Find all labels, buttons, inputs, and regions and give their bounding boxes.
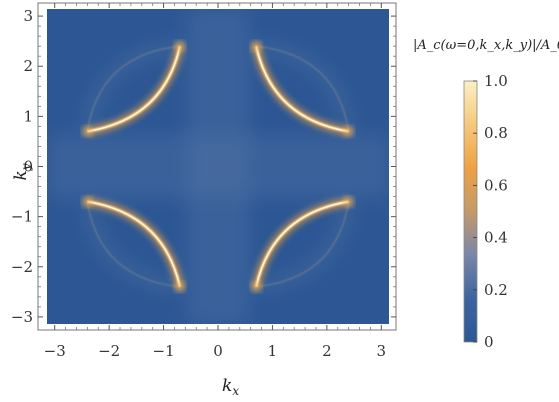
x-tick-label: 3 (377, 342, 387, 360)
colorbar-tick-label: 0.6 (484, 176, 508, 194)
y-tick-label: 3 (23, 7, 33, 25)
x-axis-ticks: −3 −2 −1 0 1 2 3 (44, 3, 386, 360)
fermi-arc-top-right (251, 41, 354, 137)
y-tick-label: 1 (23, 107, 33, 125)
colorbar-tick-label: 0.4 (484, 229, 508, 247)
colorbar-ticks: 0 0.2 0.4 0.6 0.8 1.0 (473, 72, 508, 351)
arc-endpoint (343, 126, 354, 137)
y-axis-label: ky (11, 163, 33, 180)
colorbar-gradient (463, 80, 478, 343)
colorbar: |A_c(ω=0,k_x,k_y)|/A_0 0 0.2 0.4 0.6 0.8 1.0 (413, 38, 559, 351)
y-tick-label: −3 (11, 308, 33, 326)
y-tick-label: −1 (11, 208, 33, 226)
y-tick-label: −2 (11, 258, 33, 276)
colorbar-tick-label: 1.0 (484, 72, 508, 90)
x-tick-label: 0 (213, 342, 223, 360)
y-tick-label: 0 (23, 158, 33, 176)
fermi-arc-top-left (82, 41, 185, 137)
arc-endpoint (251, 41, 262, 52)
arc-endpoint (82, 126, 93, 137)
colorbar-tick-label: 0.8 (484, 124, 508, 142)
x-tick-label: 2 (322, 342, 332, 360)
x-tick-label: −1 (153, 342, 175, 360)
y-axis-ticks: −3 −2 −1 0 1 2 3 (11, 7, 396, 326)
x-tick-label: 1 (268, 342, 278, 360)
y-tick-label: 2 (23, 57, 33, 75)
arc-endpoint (174, 41, 185, 52)
arc-endpoint (251, 281, 262, 292)
arc-endpoint (343, 196, 354, 207)
colorbar-tick-label: 0.2 (484, 281, 508, 299)
fermi-arc-bottom-right (251, 196, 354, 292)
haze-horizontal (47, 134, 389, 199)
colorbar-tick-label: 0 (484, 333, 494, 351)
x-axis-label: kx (222, 376, 239, 398)
plot-area (47, 9, 389, 324)
heatmap-intensity-layer (47, 9, 389, 324)
x-tick-label: −2 (98, 342, 120, 360)
colorbar-title: |A_c(ω=0,k_x,k_y)|/A_0 (413, 38, 559, 53)
arc-endpoint (174, 281, 185, 292)
fermi-arc-bottom-left (82, 196, 185, 292)
arc-endpoint (82, 196, 93, 207)
x-tick-label: −3 (44, 342, 66, 360)
